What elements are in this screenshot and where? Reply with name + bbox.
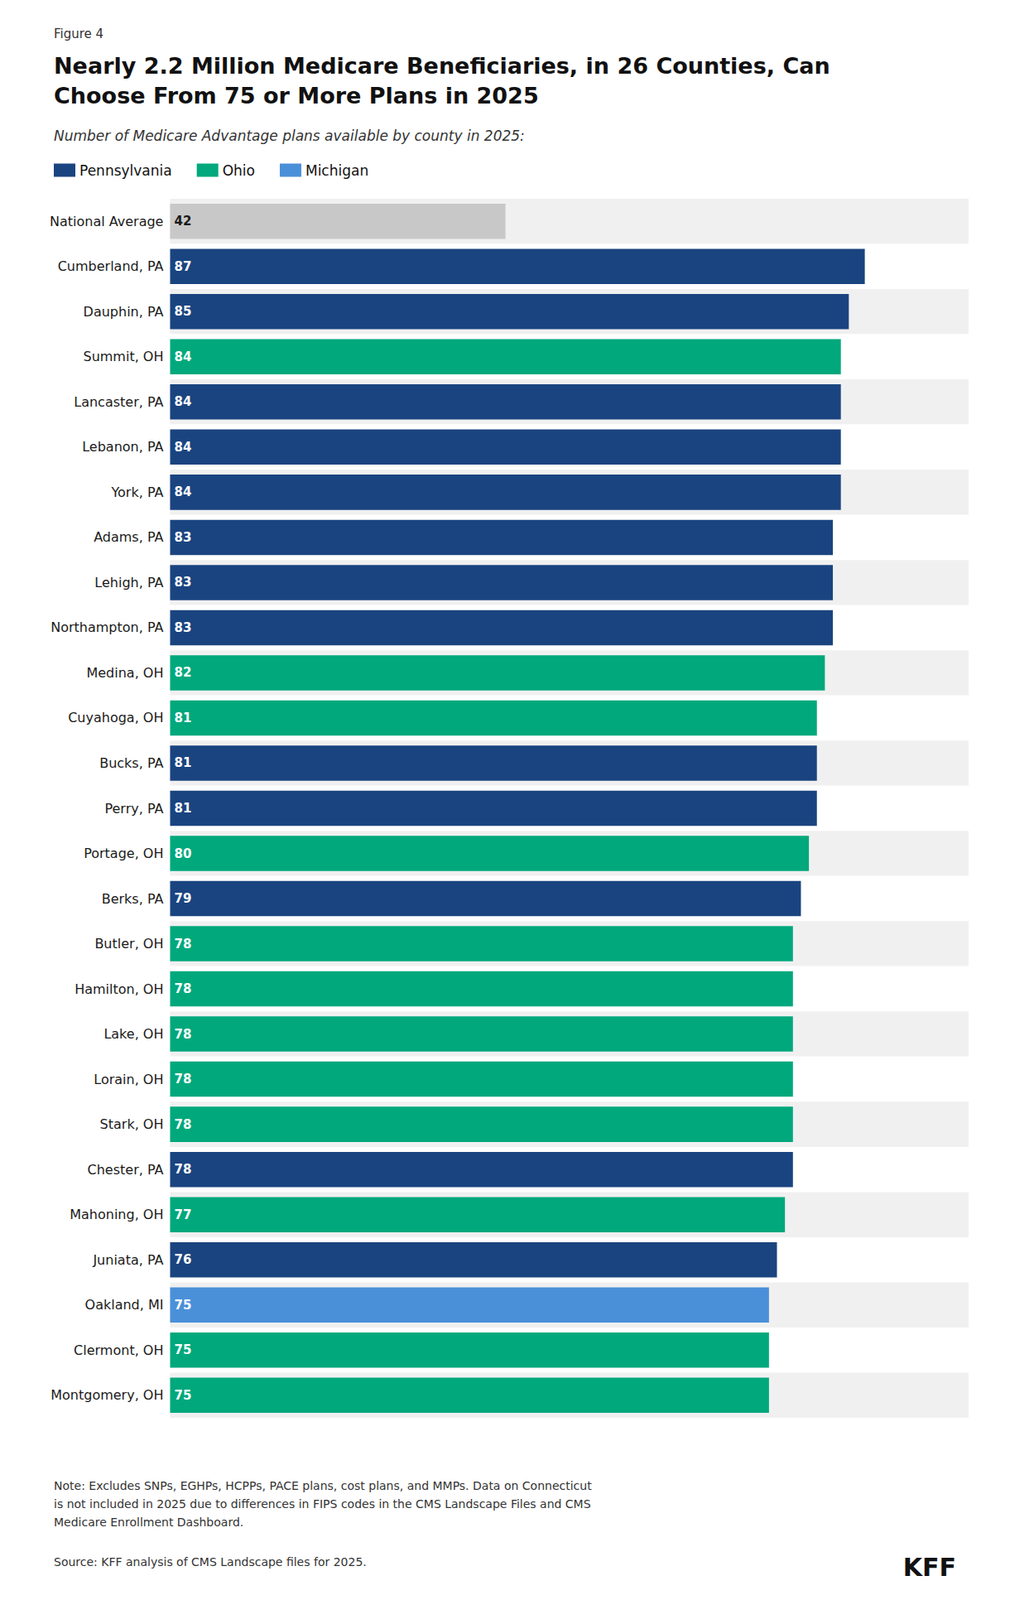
svg-text:78: 78 xyxy=(173,936,192,952)
svg-text:Figure 4: Figure 4 xyxy=(53,26,104,42)
svg-text:Lehigh, PA: Lehigh, PA xyxy=(94,574,164,591)
svg-text:78: 78 xyxy=(173,1071,192,1087)
svg-text:Source: KFF analysis of CMS La: Source: KFF analysis of CMS Landscape fi… xyxy=(53,1554,367,1568)
svg-text:Medina, OH: Medina, OH xyxy=(86,664,164,681)
svg-text:Summit, OH: Summit, OH xyxy=(82,348,164,365)
svg-text:York, PA: York, PA xyxy=(110,484,164,501)
svg-text:42: 42 xyxy=(173,213,192,229)
svg-text:77: 77 xyxy=(173,1207,192,1222)
svg-text:Mahoning, OH: Mahoning, OH xyxy=(69,1206,164,1222)
svg-text:84: 84 xyxy=(173,439,192,455)
svg-text:Bucks, PA: Bucks, PA xyxy=(99,755,164,771)
svg-text:81: 81 xyxy=(173,800,192,816)
svg-text:79: 79 xyxy=(173,890,192,906)
svg-text:Medicare Enrollment Dashboard.: Medicare Enrollment Dashboard. xyxy=(53,1515,244,1529)
svg-text:Oakland, MI: Oakland, MI xyxy=(85,1296,164,1313)
svg-text:Dauphin, PA: Dauphin, PA xyxy=(83,303,164,320)
svg-text:78: 78 xyxy=(173,1026,192,1042)
svg-text:Lebanon, PA: Lebanon, PA xyxy=(81,438,164,455)
svg-text:84: 84 xyxy=(173,484,192,500)
svg-text:84: 84 xyxy=(173,394,192,409)
svg-text:78: 78 xyxy=(173,981,192,996)
svg-text:Michigan: Michigan xyxy=(305,162,369,179)
svg-text:Clermont, OH: Clermont, OH xyxy=(73,1341,164,1358)
svg-text:Cumberland, PA: Cumberland, PA xyxy=(57,258,164,275)
svg-text:Stark, OH: Stark, OH xyxy=(100,1115,164,1132)
svg-text:is not included in 2025 due to: is not included in 2025 due to differenc… xyxy=(53,1496,592,1511)
svg-text:76: 76 xyxy=(173,1251,192,1267)
svg-text:Hamilton, OH: Hamilton, OH xyxy=(74,981,164,997)
svg-text:Lake, OH: Lake, OH xyxy=(103,1025,164,1042)
svg-text:Montgomery, OH: Montgomery, OH xyxy=(50,1386,164,1403)
svg-text:78: 78 xyxy=(173,1116,192,1132)
svg-text:Portage, OH: Portage, OH xyxy=(83,845,164,861)
svg-text:Chester, PA: Chester, PA xyxy=(87,1161,164,1178)
svg-text:Berks, PA: Berks, PA xyxy=(101,890,164,907)
svg-text:Lancaster, PA: Lancaster, PA xyxy=(73,394,164,410)
svg-text:Butler, OH: Butler, OH xyxy=(94,935,164,952)
svg-text:Note: Excludes SNPs, EGHPs, HC: Note: Excludes SNPs, EGHPs, HCPPs, PACE … xyxy=(53,1478,592,1492)
svg-text:75: 75 xyxy=(173,1341,192,1357)
svg-text:81: 81 xyxy=(173,755,192,770)
svg-text:Adams, PA: Adams, PA xyxy=(93,529,164,545)
svg-text:83: 83 xyxy=(173,620,192,635)
svg-text:75: 75 xyxy=(173,1297,192,1313)
svg-text:81: 81 xyxy=(173,710,192,726)
svg-text:KFF: KFF xyxy=(903,1552,957,1582)
svg-text:Ohio: Ohio xyxy=(222,162,255,179)
svg-text:85: 85 xyxy=(173,303,192,319)
svg-text:Perry, PA: Perry, PA xyxy=(104,800,164,817)
svg-text:Juniata, PA: Juniata, PA xyxy=(91,1251,164,1268)
svg-text:Lorain, OH: Lorain, OH xyxy=(93,1071,164,1087)
svg-text:78: 78 xyxy=(173,1161,192,1177)
svg-text:Nearly 2.2 Million Medicare Be: Nearly 2.2 Million Medicare Beneficiarie… xyxy=(53,52,831,79)
svg-text:Pennsylvania: Pennsylvania xyxy=(79,162,173,179)
svg-text:Cuyahoga, OH: Cuyahoga, OH xyxy=(67,709,164,726)
svg-text:National Average: National Average xyxy=(49,213,164,230)
svg-text:82: 82 xyxy=(173,664,192,680)
svg-text:Northampton, PA: Northampton, PA xyxy=(50,619,164,635)
svg-text:80: 80 xyxy=(173,846,192,861)
svg-text:84: 84 xyxy=(173,349,192,365)
svg-text:75: 75 xyxy=(173,1387,192,1403)
svg-text:83: 83 xyxy=(173,574,192,590)
svg-text:87: 87 xyxy=(173,259,192,275)
svg-text:Number of Medicare Advantage p: Number of Medicare Advantage plans avail… xyxy=(53,127,525,145)
svg-text:83: 83 xyxy=(173,529,192,545)
svg-text:Choose From 75 or More Plans i: Choose From 75 or More Plans in 2025 xyxy=(53,82,539,109)
